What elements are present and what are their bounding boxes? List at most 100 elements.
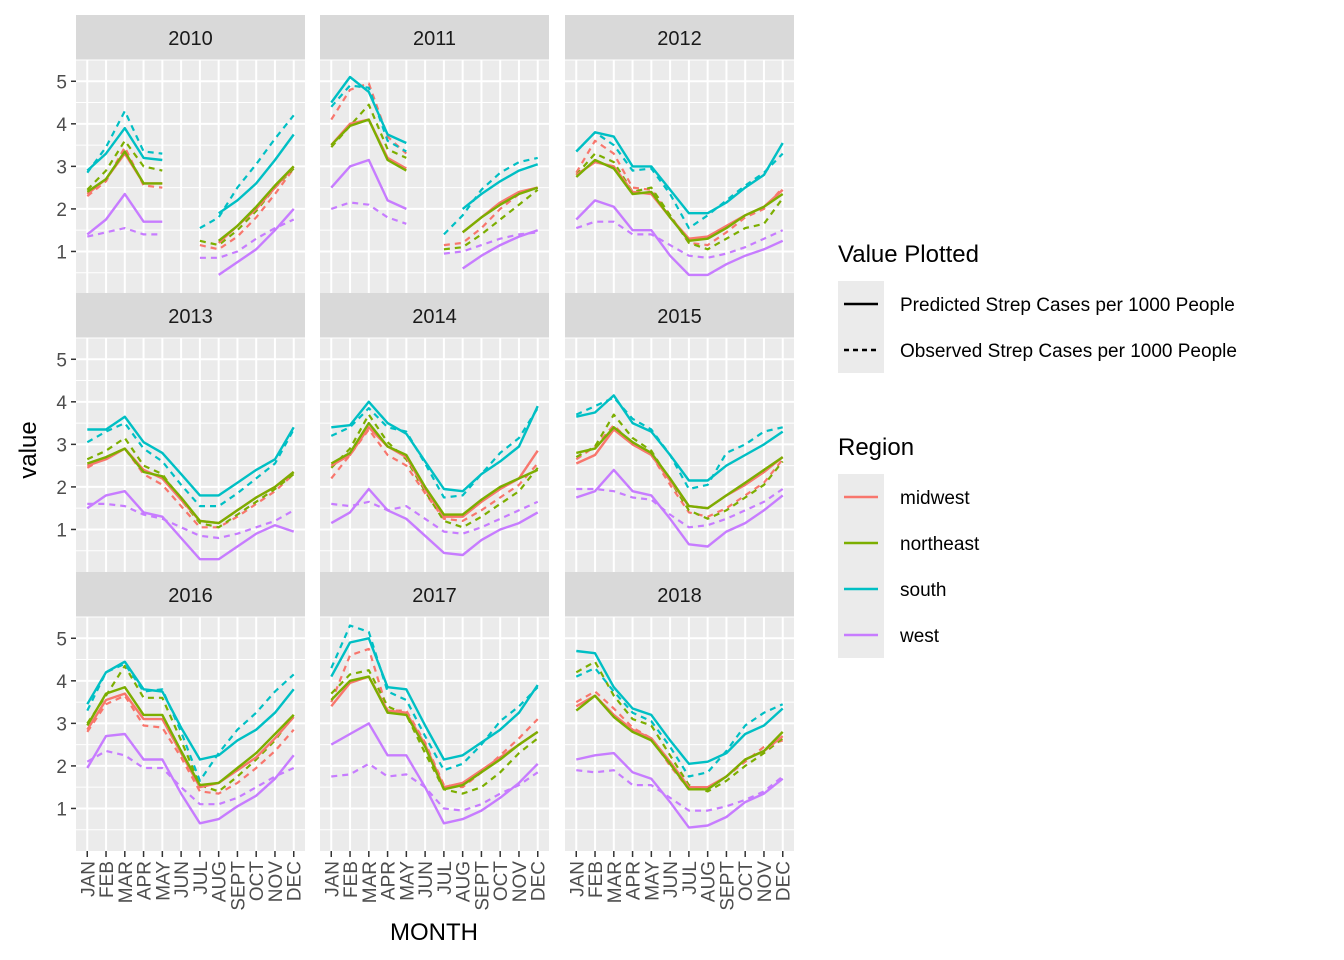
predicted-line-south xyxy=(330,75,539,210)
y-tick-label: 3 xyxy=(56,157,67,178)
predicted-line-west xyxy=(575,199,784,277)
x-tick-label: AUG xyxy=(699,861,720,902)
x-tick-label: FEB xyxy=(586,861,607,898)
facet-strip xyxy=(565,15,794,60)
predicted-line-south xyxy=(576,649,784,765)
observed-line-south xyxy=(86,110,295,230)
predicted-line-west xyxy=(86,192,295,276)
x-tick-label: NOV xyxy=(755,861,776,903)
predicted-line-northeast xyxy=(86,447,295,525)
legend-label-region: midwest xyxy=(900,488,970,509)
y-tick-label: 2 xyxy=(56,478,67,499)
legend-title-region: Region xyxy=(838,434,914,461)
facet-strip xyxy=(320,293,549,338)
y-tick-label: 1 xyxy=(56,520,67,541)
predicted-line-west xyxy=(576,751,784,829)
x-tick-label: FEB xyxy=(341,861,362,898)
legend-title-value-plotted: Value Plotted xyxy=(838,241,979,268)
x-tick-label: JAN xyxy=(78,861,99,897)
x-tick-label: DEC xyxy=(529,861,550,901)
predicted-line-northeast xyxy=(330,675,539,791)
facet-2011: 2011 xyxy=(320,15,549,294)
predicted-line-south xyxy=(86,126,295,215)
predicted-line-south xyxy=(575,131,784,215)
predicted-line-northeast xyxy=(575,158,784,242)
x-tick-label: JAN xyxy=(567,861,588,897)
facet-strip xyxy=(76,293,305,338)
x-tick-label: MAR xyxy=(605,861,626,903)
facet-2013: 2013 1 2 3 4 5 xyxy=(56,293,305,572)
observed-line-south xyxy=(330,84,538,236)
predicted-line-west xyxy=(86,490,295,561)
observed-line-northeast xyxy=(330,669,539,795)
predicted-line-south xyxy=(576,394,784,482)
panel-background xyxy=(76,617,305,851)
x-tick-label: APR xyxy=(624,861,645,900)
observed-line-west xyxy=(330,201,538,255)
predicted-line-northeast xyxy=(575,694,784,791)
panel-background xyxy=(76,60,305,294)
panel-background xyxy=(565,617,794,851)
observed-line-midwest xyxy=(330,82,539,247)
facet-2015: 2015 xyxy=(565,293,794,572)
x-tick-label: OCT xyxy=(247,861,268,902)
observed-line-west xyxy=(87,502,295,540)
x-tick-label: MAR xyxy=(360,861,381,903)
facet-strip-label: 2014 xyxy=(412,306,457,328)
y-tick-label: 5 xyxy=(56,72,67,93)
y-axis-title-group: value xyxy=(15,421,42,478)
facet-strip-label: 2013 xyxy=(168,306,213,328)
x-tick-label: JUL xyxy=(680,861,701,895)
facet-strip-label: 2016 xyxy=(168,585,213,607)
x-tick-label: AUG xyxy=(210,861,231,902)
y-tick-label: 3 xyxy=(56,714,67,735)
facet-strip xyxy=(76,572,305,617)
panel-background xyxy=(320,60,549,294)
x-tick-label: APR xyxy=(135,861,156,900)
x-tick-label: JUL xyxy=(435,861,456,895)
observed-line-south xyxy=(86,422,295,508)
facet-strip xyxy=(320,15,549,60)
x-tick-label: MAY xyxy=(397,861,418,901)
legend-label-region: northeast xyxy=(900,534,980,555)
observed-line-south xyxy=(575,667,784,778)
facet-strip-label: 2010 xyxy=(168,28,213,50)
x-tick-label: OCT xyxy=(491,861,512,902)
facet-strip-label: 2015 xyxy=(657,306,702,328)
predicted-line-west xyxy=(330,722,539,825)
x-tick-label: DEC xyxy=(774,861,795,901)
x-tick-label: AUG xyxy=(454,861,475,902)
observed-line-west xyxy=(576,487,784,529)
x-tick-label: JUN xyxy=(661,861,682,898)
observed-line-northeast xyxy=(330,413,539,529)
y-tick-label: 5 xyxy=(56,629,67,650)
predicted-line-south xyxy=(86,660,295,761)
legend-label-region: south xyxy=(900,580,946,601)
facet-strip xyxy=(76,15,305,60)
x-tick-label: SEPT xyxy=(717,861,738,911)
observed-line-west xyxy=(576,769,784,812)
legend-label-linetype: Observed Strep Cases per 1000 People xyxy=(900,341,1237,362)
predicted-line-northeast xyxy=(86,150,295,242)
predicted-line-south xyxy=(331,400,539,493)
predicted-line-west xyxy=(330,487,539,557)
facet-strip xyxy=(565,572,794,617)
x-tick-label: SEPT xyxy=(228,861,249,911)
y-tick-label: 4 xyxy=(56,672,67,693)
predicted-line-south xyxy=(87,415,295,497)
x-tick-label: FEB xyxy=(97,861,118,898)
predicted-line-northeast xyxy=(576,426,784,510)
x-axis-title: MONTH xyxy=(390,919,478,946)
facet-2016: 2016 1 2 3 4 5 JANFEBMARAPRMAYJUNJULAUGSEPTOCT… xyxy=(56,572,306,911)
predicted-line-south xyxy=(330,637,539,761)
legend-label-region: west xyxy=(899,626,940,647)
predicted-line-northeast xyxy=(330,118,539,234)
facet-strip xyxy=(320,572,549,617)
x-tick-label: NOV xyxy=(510,861,531,903)
x-tick-label: SEPT xyxy=(472,861,493,911)
observed-line-northeast xyxy=(330,103,539,251)
y-tick-label: 4 xyxy=(56,115,67,136)
predicted-line-west xyxy=(86,732,295,825)
